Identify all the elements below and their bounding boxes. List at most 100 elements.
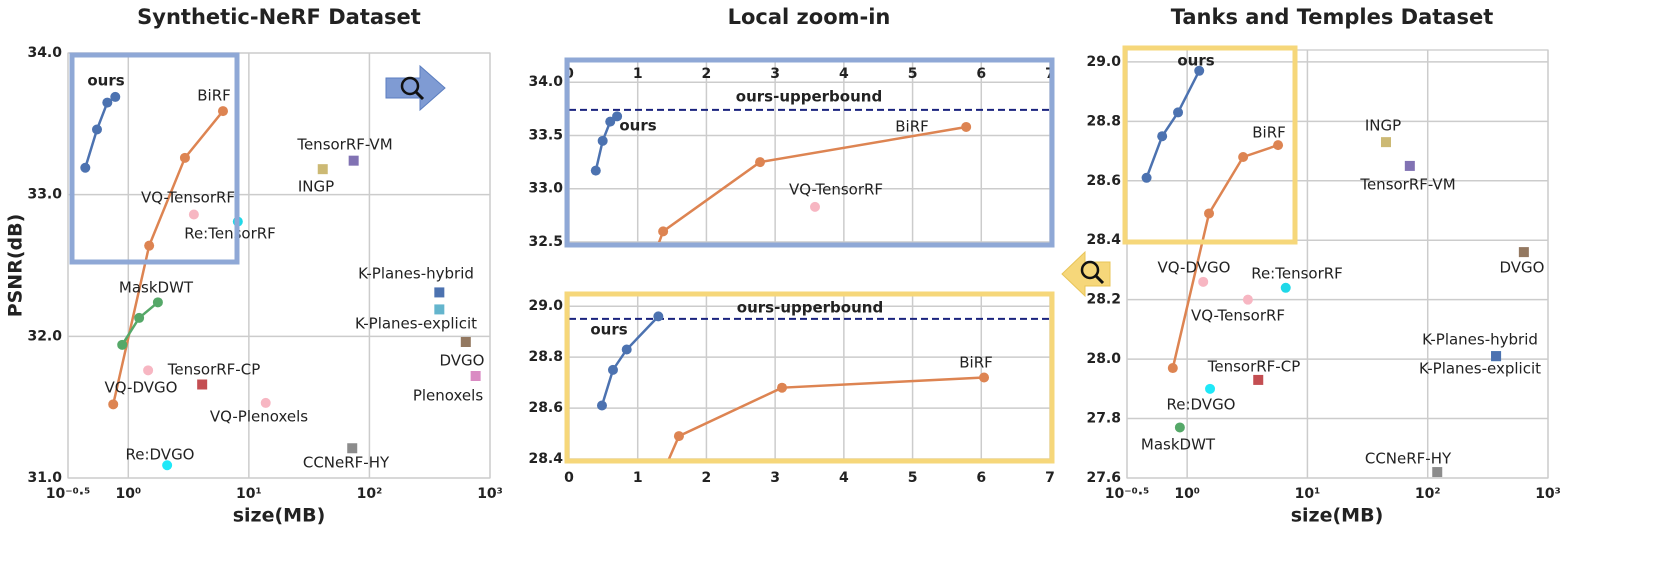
y-tick-label: 33.0 [528,181,563,197]
point-label: TensorRF-VM [296,136,392,154]
zoom-arrow [1061,250,1111,298]
marker [1491,351,1502,362]
marker [134,312,145,323]
x-tick-label: 10⁻⁰·⁵ [1105,486,1149,502]
reference-label: ours-upperbound [737,299,883,317]
y-tick-label: 28.4 [528,451,563,467]
x-tick-label: 2 [702,66,712,82]
marker [1157,131,1168,142]
x-tick-label: 3 [770,66,780,82]
plot: 27.6 27.8 28.0 28.2 28.4 28.6 28.8 29.0 10⁻⁰·⁵ 10… [1086,5,1560,527]
marker [460,337,471,347]
x-tick-label: 10³ [1535,486,1561,502]
point-label: BiRF [1252,124,1286,142]
marker [1404,160,1415,171]
x-tick-label: 6 [976,470,986,486]
series-layer [569,108,1050,242]
y-tick-label: 27.6 [1086,470,1121,486]
marker [673,431,684,442]
marker [188,209,199,220]
point-label: VQ-DVGO [1158,259,1231,277]
marker [1238,152,1249,162]
point-label: INGP [298,178,334,196]
x-tick-label: 10³ [477,486,503,502]
marker [605,116,616,127]
point-label: ours [619,117,656,135]
marker [110,91,121,102]
point-label: Re:DVGO [1166,396,1235,414]
x-tick-label: 10⁻⁰·⁵ [46,486,90,502]
y-tick-label: 31.0 [27,470,62,486]
point-label: TensorRF-CP [1207,358,1301,376]
marker [607,364,618,375]
marker [80,162,91,173]
marker [91,124,102,135]
marker [979,372,990,383]
point-label: MaskDWT [1141,436,1216,454]
x-tick-label: 10¹ [236,486,262,502]
point-label: VQ-TensorRF [141,189,235,207]
marker [1194,65,1205,76]
point-label: Re:TensorRF [1251,265,1343,283]
y-tick-label: 33.5 [528,127,563,143]
series-line [600,315,660,406]
y-tick-label: 34.0 [27,45,62,61]
marker [117,339,128,350]
marker [1167,363,1178,374]
marker [1242,294,1253,305]
marker [197,379,208,390]
magnifier [1080,260,1100,280]
marker [143,365,154,376]
marker [348,155,359,166]
y-tick-label: 28.8 [528,349,563,365]
zoom-box [69,52,240,265]
y-tick-label: 32.5 [528,234,563,250]
series-line [657,125,967,242]
marker [470,371,481,381]
marker [1174,422,1185,433]
chart-title: Local zoom-in [728,5,891,29]
x-tick-label: 4 [839,66,849,82]
x-tick-label: 6 [976,66,986,82]
marker [162,460,173,471]
decorations [69,45,1298,464]
y-tick-label: 34.0 [528,74,563,90]
x-tick-label: 2 [702,470,712,486]
marker [217,106,228,117]
marker [777,382,788,393]
marker [612,111,623,122]
point-label: BiRF [959,354,993,372]
x-tick-label: 1 [633,66,643,82]
point-label: CCNeRF-HY [303,454,390,472]
x-tick-label: 5 [908,470,918,486]
marker [809,201,820,212]
marker [144,240,155,251]
x-axis-label: size(MB) [1291,505,1384,527]
x-tick-label: 0 [564,470,574,486]
series-layer [80,91,481,471]
y-tick-label: 28.6 [528,400,563,416]
magnifier [400,76,420,96]
point-label: INGP [1365,117,1401,135]
plot-area [67,52,491,479]
zoom-frame [564,57,1055,248]
point-label: BiRF [895,118,929,136]
marker [1432,467,1443,478]
zoom-arrow [385,64,446,112]
y-tick-label: 32.0 [27,328,62,344]
marker [1205,383,1216,394]
x-tick-label: 10² [357,486,383,502]
marker [961,121,972,132]
x-tick-label: 1 [633,470,643,486]
plot: 28.4 28.6 28.8 29.0 0 1 2 3 4 5 6 7 ours-upperbound o… [528,295,1055,486]
point-label: DVGO [1500,259,1545,277]
marker [1173,107,1184,118]
series-line [1145,70,1201,179]
series-line [667,376,985,459]
y-tick-label: 28.4 [1086,232,1121,248]
point-label: VQ-TensorRF [789,181,883,199]
point-label: Re:DVGO [125,446,194,464]
y-tick-label: 29.0 [528,298,563,314]
y-tick-label: 28.0 [1086,351,1121,367]
y-tick-label: 28.8 [1086,113,1121,129]
